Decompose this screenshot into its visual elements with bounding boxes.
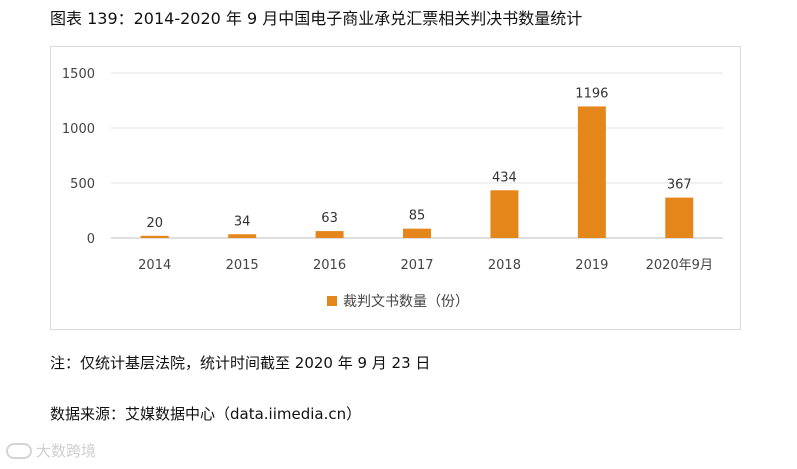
x-tick-label: 2018 — [488, 258, 521, 273]
legend-swatch — [327, 296, 337, 306]
x-tick-label: 2016 — [313, 258, 346, 273]
watermark-logo-icon — [6, 443, 32, 459]
figure-caption: 图表 139：2014-2020 年 9 月中国电子商业承兑汇票相关判决书数量统… — [50, 9, 583, 28]
bar-chart: 0 500 1000 1500 20 2014 34 2015 63 2016 85 2017 434 2… — [62, 67, 723, 310]
y-tick-label: 500 — [70, 177, 95, 192]
bar — [140, 235, 169, 238]
data-label: 63 — [321, 211, 338, 226]
data-label: 20 — [146, 216, 163, 231]
chart-container: 0 500 1000 1500 20 2014 34 2015 63 2016 85 2017 434 2… — [50, 46, 741, 330]
y-tick-label: 0 — [87, 232, 95, 247]
data-label: 1196 — [575, 86, 608, 101]
data-label: 367 — [667, 178, 692, 193]
bar — [315, 231, 344, 238]
bar — [577, 106, 606, 238]
data-label: 34 — [234, 214, 251, 229]
data-label: 85 — [409, 209, 426, 224]
legend-label: 裁判文书数量（份） — [343, 294, 469, 310]
x-tick-label: 2019 — [575, 258, 608, 273]
bar — [665, 197, 694, 238]
chart-note: 注：仅统计基层法院，统计时间截至 2020 年 9 月 23 日 — [50, 354, 431, 372]
bar — [403, 228, 431, 238]
y-tick-label: 1500 — [62, 67, 95, 82]
watermark-text: 大数跨境 — [36, 442, 97, 460]
x-tick-label: 2017 — [400, 258, 433, 273]
watermark: 大数跨境 — [6, 440, 96, 462]
x-tick-label: 2014 — [138, 258, 171, 273]
x-tick-label: 2015 — [226, 258, 259, 273]
bar — [490, 190, 519, 238]
data-source: 数据来源：艾媒数据中心（data.iimedia.cn） — [50, 405, 362, 423]
bar — [228, 234, 257, 238]
y-tick-label: 1000 — [62, 122, 95, 137]
data-label: 434 — [492, 170, 517, 185]
x-tick-label: 2020年9月 — [646, 258, 713, 273]
